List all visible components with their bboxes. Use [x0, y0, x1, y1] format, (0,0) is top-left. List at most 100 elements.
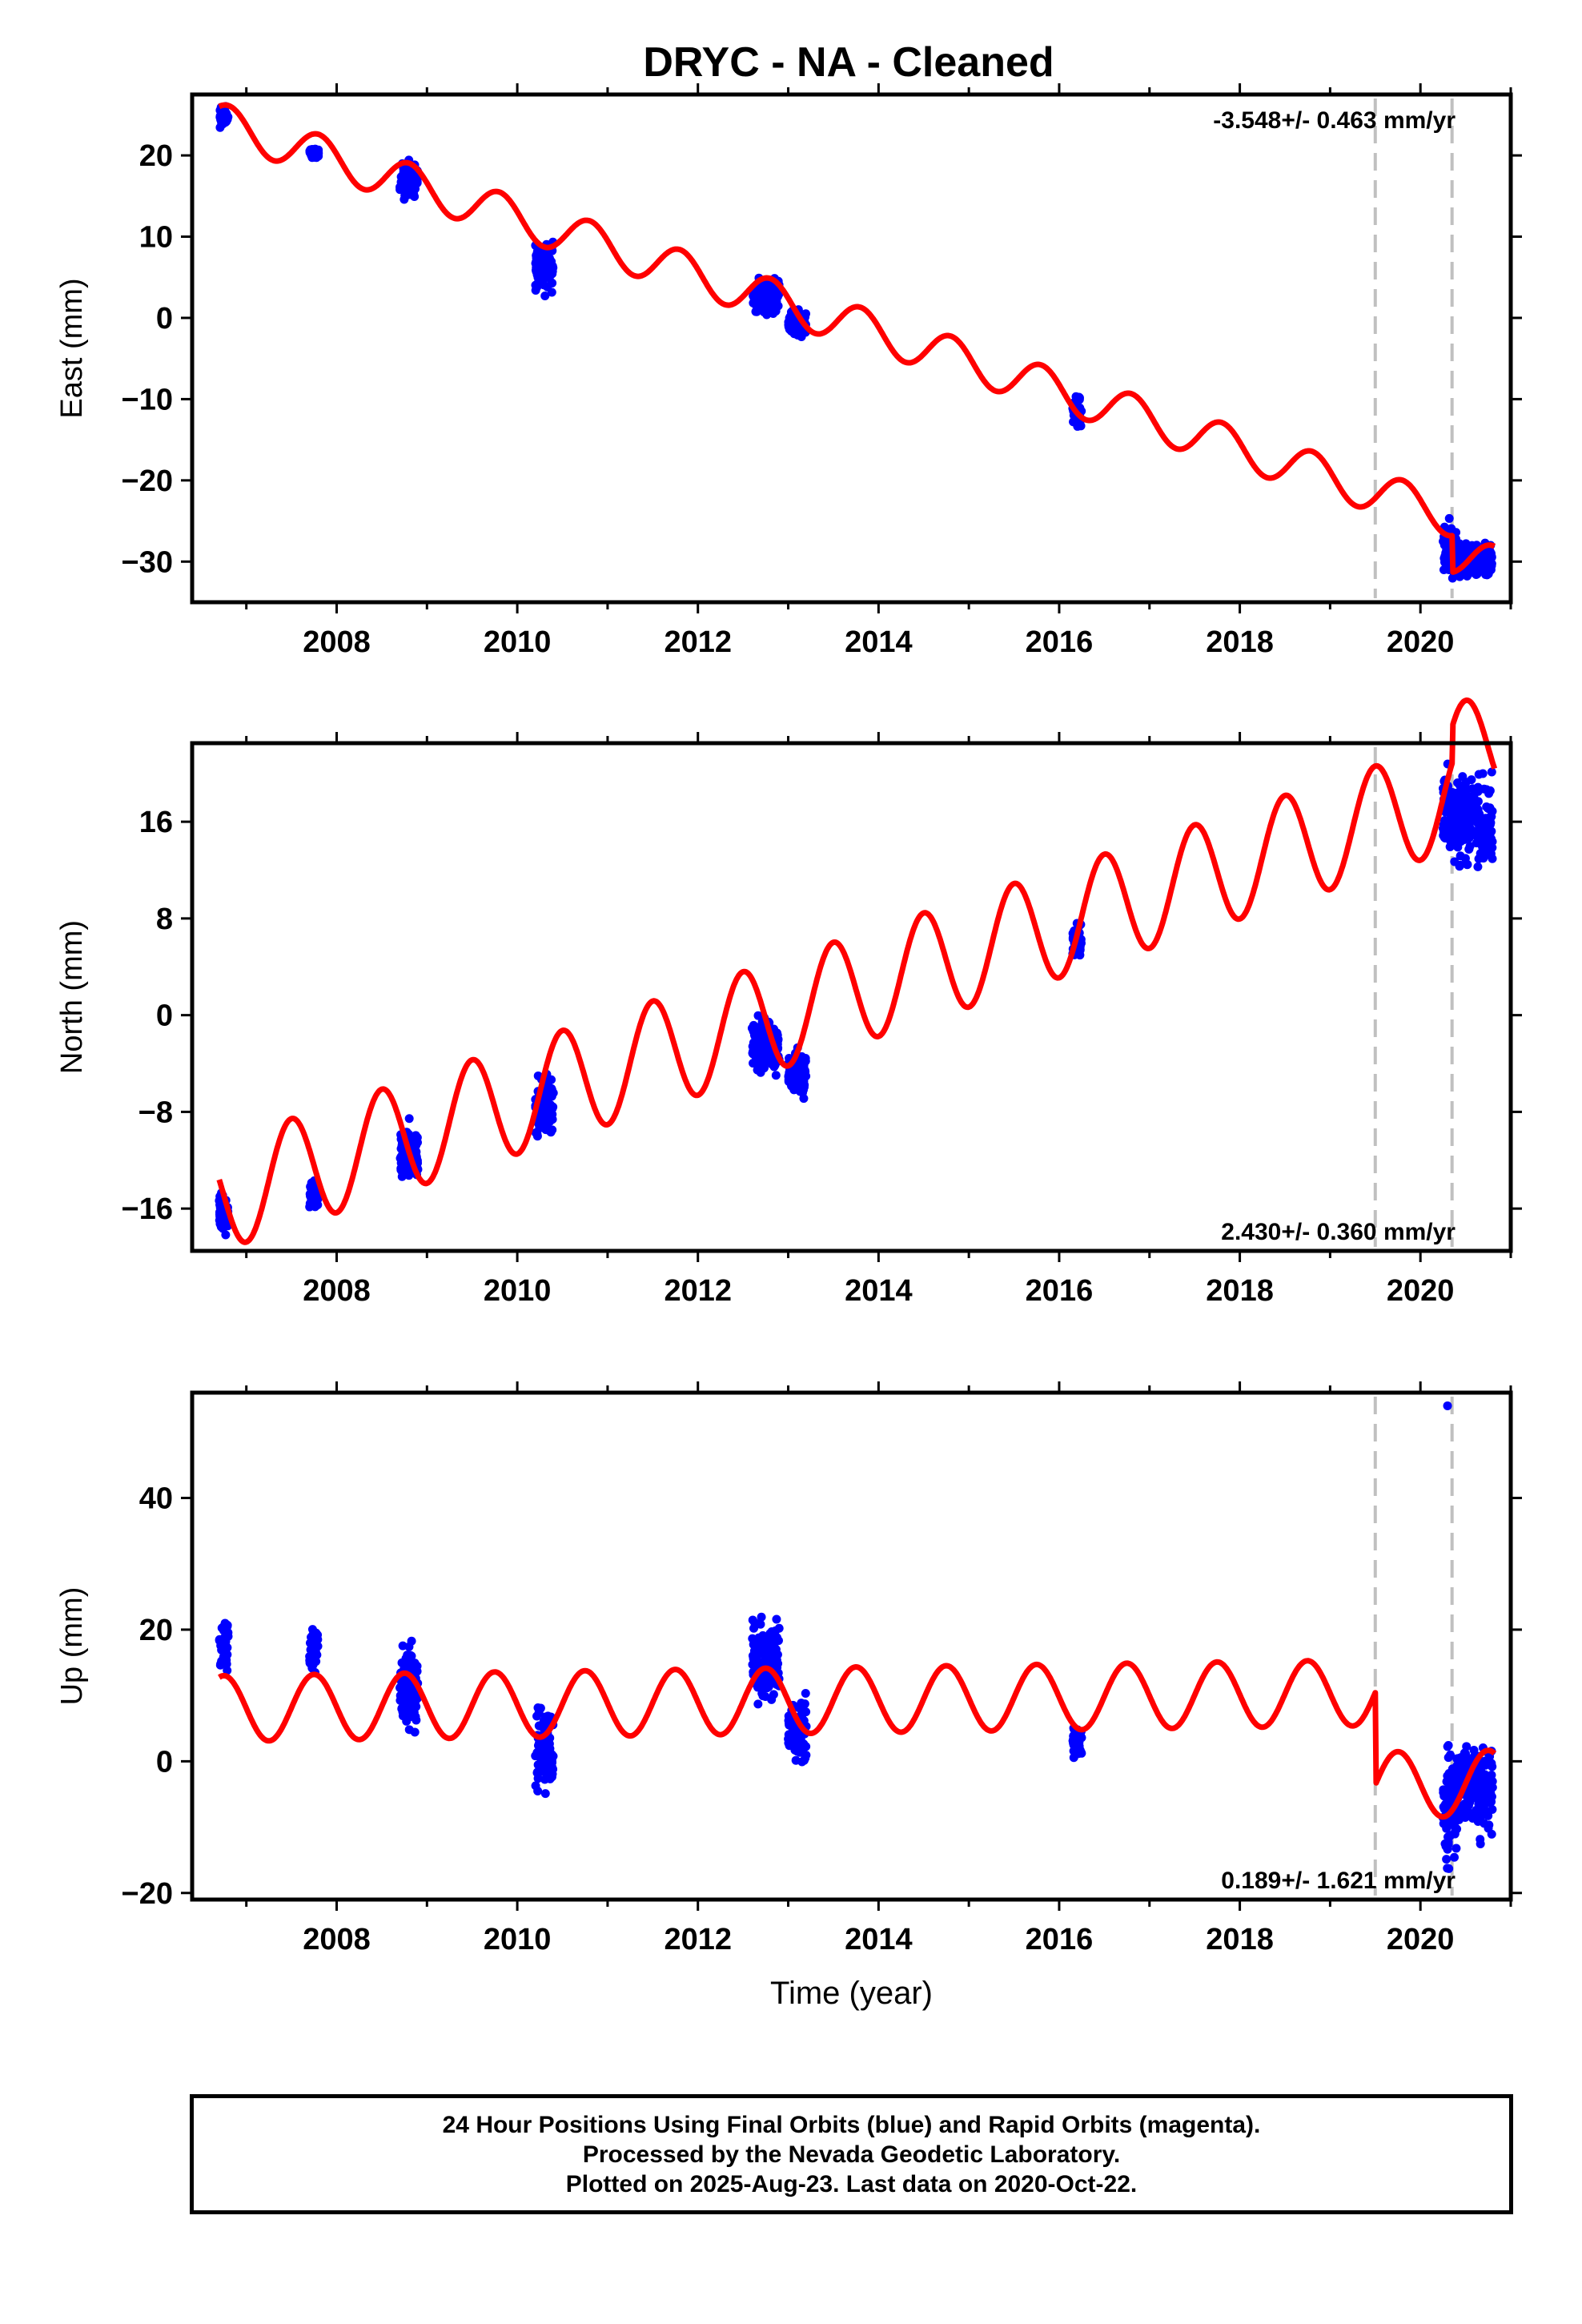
up-data-point: [404, 1642, 414, 1651]
east-data-point: [547, 278, 556, 287]
panel-east: 2008 2010 2012 2014 2016 2018 2020 −30 −20 −10 0 10…: [55, 83, 1522, 659]
up-data-point: [753, 1699, 763, 1709]
north-data-point: [1439, 830, 1448, 840]
east-data-point: [536, 258, 545, 267]
up-x-tick-label: 2018: [1206, 1923, 1274, 1956]
north-data-point: [307, 1188, 316, 1197]
north-data-point: [404, 1114, 414, 1124]
up-x-axis-label: Time (year): [770, 1976, 933, 2011]
north-data-point: [411, 1131, 420, 1140]
up-data-point: [1075, 1733, 1085, 1743]
up-data-point: [223, 1666, 232, 1675]
up-data-point: [773, 1633, 782, 1642]
east-data-point: [537, 251, 547, 260]
north-data-point: [1476, 822, 1486, 832]
footer-line-3: Plotted on 2025-Aug-23. Last data on 202…: [565, 2170, 1138, 2197]
north-y-tick-label: −8: [139, 1096, 173, 1129]
east-data-point: [311, 153, 320, 163]
up-data-point: [766, 1642, 776, 1652]
east-data-point: [539, 280, 548, 290]
north-data-point: [753, 1056, 763, 1066]
up-x-tick-label: 2016: [1026, 1923, 1094, 1956]
east-data-point: [1073, 396, 1082, 406]
east-data-point: [400, 195, 409, 204]
up-data-point: [1454, 1771, 1464, 1781]
north-data-point: [784, 1077, 793, 1087]
up-x-tick-label: 2012: [664, 1923, 732, 1956]
up-x-tick-label: 2020: [1387, 1923, 1455, 1956]
up-x-tick-label: 2010: [484, 1923, 552, 1956]
up-data-point: [1480, 1792, 1490, 1802]
north-rate-label: 2.430+/- 0.360 mm/yr: [1221, 1219, 1456, 1245]
north-data-point: [1465, 842, 1475, 851]
up-data-point: [772, 1614, 781, 1624]
north-data-point: [307, 1178, 316, 1188]
east-data-point: [216, 110, 226, 119]
up-x-tick-label: 2008: [303, 1923, 371, 1956]
up-data-point: [533, 1786, 543, 1795]
up-data-point: [308, 1659, 318, 1668]
up-data-point: [753, 1640, 763, 1650]
up-data-point: [1442, 1855, 1452, 1864]
north-data-point: [799, 1063, 809, 1072]
north-data-point: [1484, 839, 1493, 849]
east-x-tick-label: 2016: [1026, 625, 1094, 659]
north-data-point: [1486, 849, 1496, 858]
north-data-point: [752, 1025, 761, 1035]
up-data-point: [307, 1641, 316, 1651]
north-data-point: [1445, 842, 1455, 851]
north-data-point: [1473, 782, 1483, 792]
east-y-tick-label: 10: [139, 221, 173, 255]
north-data-point: [548, 1115, 557, 1124]
up-data-point: [1452, 1844, 1461, 1853]
chart-title: DRYC - NA - Cleaned: [643, 39, 1054, 86]
east-plot-frame: [190, 92, 1513, 605]
gps-time-series-chart: DRYC - NA - Cleaned 2008 2010 2012 2014 2016…: [55, 39, 1522, 2011]
up-data-point: [769, 1690, 778, 1699]
up-data-point: [1476, 1835, 1485, 1844]
north-data-point: [533, 1071, 543, 1080]
east-y-axis-label: East (mm): [55, 278, 89, 418]
east-data-point: [402, 179, 412, 189]
north-data-point: [1456, 837, 1466, 846]
up-data-point: [1443, 1839, 1453, 1849]
north-data-point: [543, 1094, 552, 1104]
up-data-point: [799, 1755, 809, 1765]
up-data-point: [540, 1789, 550, 1799]
up-data-point: [1450, 1852, 1460, 1862]
up-data-point: [540, 1763, 549, 1772]
up-data-point: [797, 1699, 806, 1708]
east-data-point: [757, 300, 766, 310]
up-data-point: [1485, 1778, 1495, 1787]
north-y-tick-label: 0: [156, 999, 173, 1033]
north-data-point: [1472, 804, 1482, 814]
east-x-tick-label: 2012: [664, 625, 732, 659]
east-data-point: [1455, 572, 1464, 581]
east-data-point: [396, 183, 405, 193]
up-data-point: [760, 1656, 769, 1666]
east-data-point: [409, 189, 419, 199]
north-data-point: [546, 1128, 556, 1137]
east-data-point: [305, 147, 315, 156]
north-data-point: [396, 1165, 406, 1175]
east-data-point: [1441, 537, 1451, 547]
east-data-point: [408, 171, 417, 181]
east-data-point: [765, 306, 775, 316]
north-data-point: [221, 1230, 231, 1240]
north-data-point: [1458, 817, 1468, 826]
up-data-point: [532, 1747, 542, 1757]
up-rate-label: 0.189+/- 1.621 mm/yr: [1221, 1868, 1456, 1894]
up-data-point: [1452, 1781, 1462, 1791]
up-data-point: [1456, 1753, 1466, 1763]
north-data-point: [1461, 807, 1471, 817]
east-data-point: [532, 270, 542, 279]
up-data-point: [1445, 1775, 1455, 1785]
east-x-tick-label: 2020: [1387, 625, 1455, 659]
up-data-point: [748, 1659, 757, 1669]
north-y-tick-label: 8: [156, 903, 173, 936]
up-data-point: [755, 1648, 765, 1658]
north-data-point: [218, 1223, 227, 1232]
up-data-point: [1462, 1742, 1472, 1751]
up-data-point: [1469, 1746, 1479, 1755]
east-y-tick-label: 20: [139, 139, 173, 173]
